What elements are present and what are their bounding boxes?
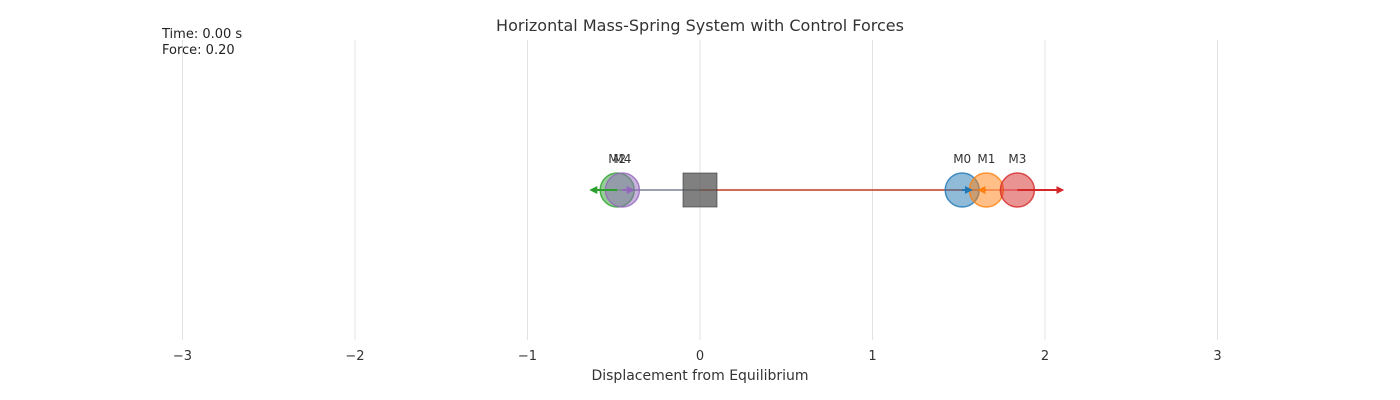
x-tick-label: −2 [345,349,364,364]
x-tick-label: 1 [868,349,876,364]
time-readout: Time: 0.00 s [161,27,242,42]
x-tick-label: 0 [696,349,704,364]
x-axis-label: Displacement from Equilibrium [591,368,808,384]
mass-label-m1: M1 [977,152,995,166]
x-tick-label: −3 [173,349,192,364]
x-tick-label: −1 [518,349,537,364]
anchor [682,172,718,208]
mass-labels: M0 M1 M2 M3 M4 [608,152,1026,166]
mass-label-m2: M2 [608,152,626,166]
mass-label-m4: M4 [613,152,631,166]
anchor-block [682,172,718,208]
mass-label-m0: M0 [953,152,971,166]
force-readout: Force: 0.20 [162,43,235,58]
mass-label-m3: M3 [1008,152,1026,166]
chart-title: Horizontal Mass-Spring System with Contr… [496,16,904,35]
x-tick-label: 2 [1041,349,1049,364]
x-tick-labels: −3 −2 −1 0 1 2 3 [173,349,1222,364]
x-tick-label: 3 [1213,349,1221,364]
